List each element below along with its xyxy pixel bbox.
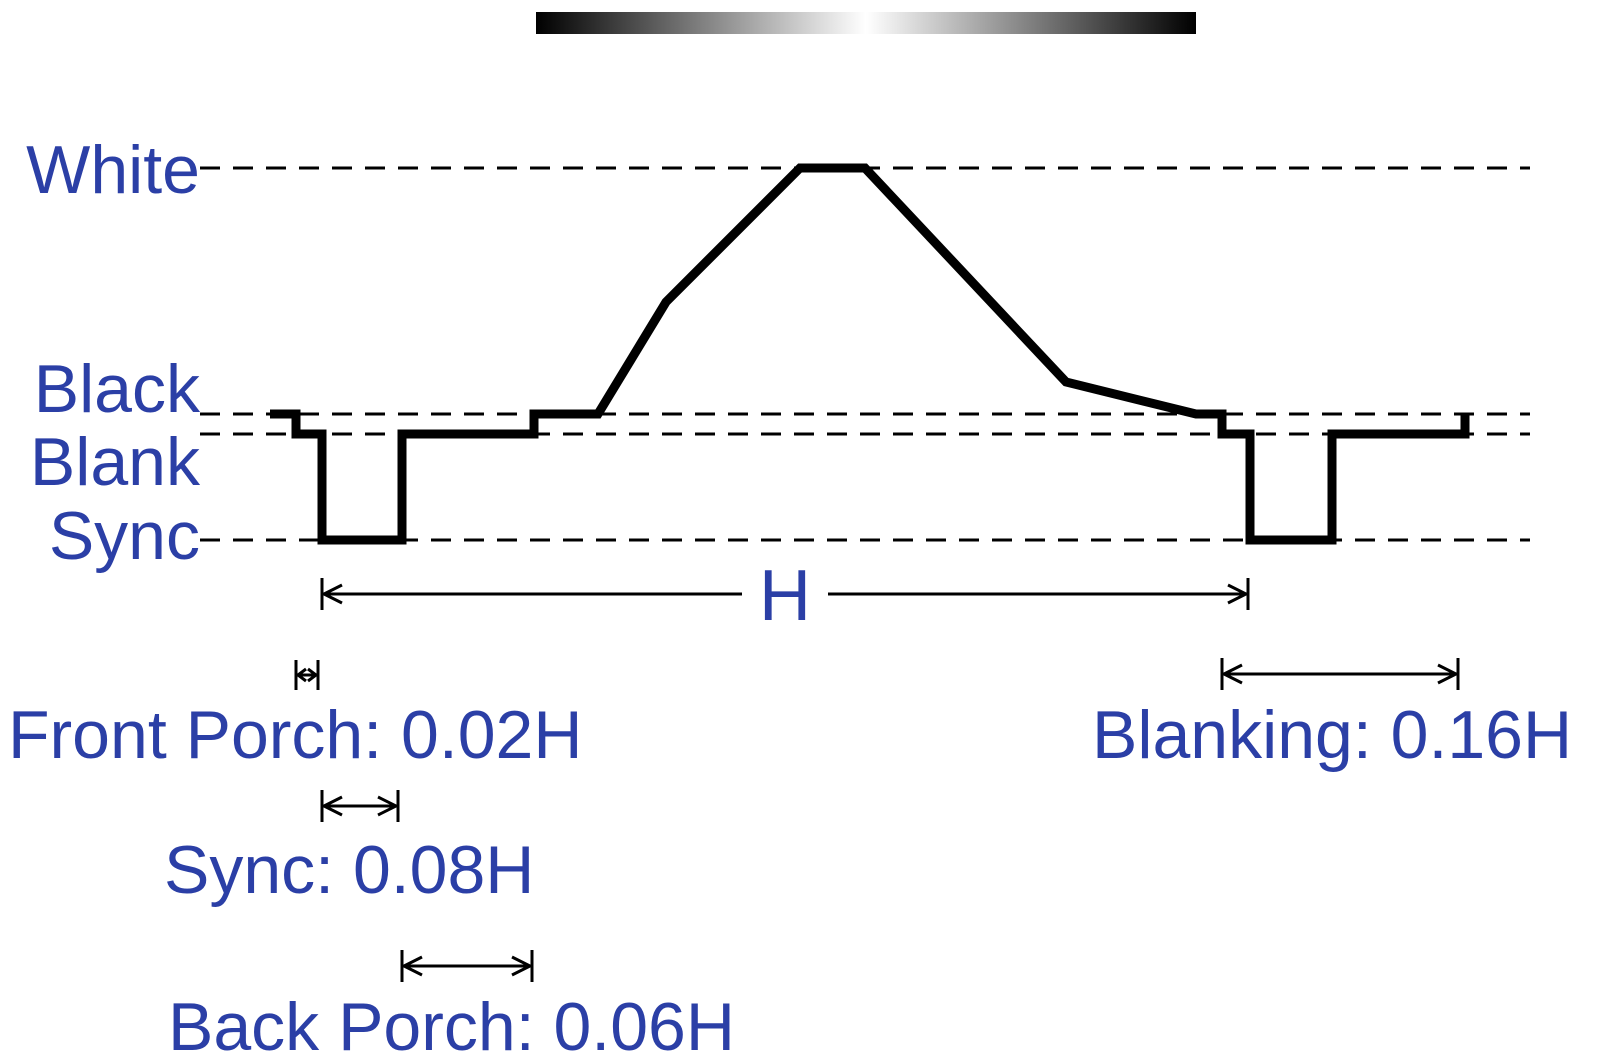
back-porch-dimension-arrow bbox=[400, 950, 534, 982]
front-porch-dimension-arrow bbox=[294, 660, 320, 690]
period-dimension-arrow bbox=[320, 578, 1250, 610]
blanking-label: Blanking: 0.16H bbox=[1092, 697, 1572, 773]
black-level-label: Black bbox=[34, 351, 201, 427]
white-level-label: White bbox=[26, 132, 200, 208]
period-label: H bbox=[759, 556, 811, 636]
sync-dimension-arrow bbox=[320, 790, 400, 822]
blank-level-label: Blank bbox=[30, 424, 201, 500]
sync-label: Sync: 0.08H bbox=[164, 832, 534, 908]
sync-level-label: Sync bbox=[49, 498, 200, 574]
grayscale-gradient-bar bbox=[536, 12, 1196, 34]
front-porch-label: Front Porch: 0.02H bbox=[8, 697, 582, 773]
blanking-dimension-arrow bbox=[1220, 658, 1460, 690]
back-porch-label: Back Porch: 0.06H bbox=[168, 989, 735, 1051]
video-signal-waveform bbox=[270, 163, 1470, 545]
